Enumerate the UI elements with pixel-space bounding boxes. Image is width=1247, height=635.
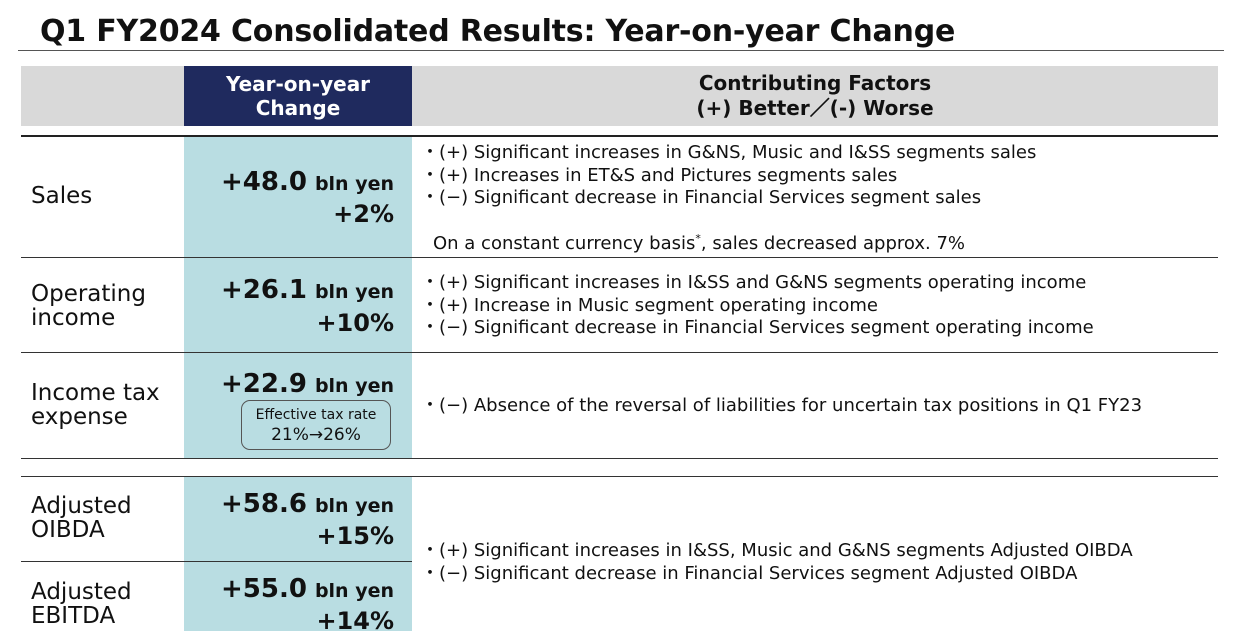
sales-factors: ・(+) Significant increases in G&NS, Musi… bbox=[421, 142, 1036, 210]
effective-tax-rate-label: Effective tax rate bbox=[255, 407, 377, 423]
income-tax-value: +22.9 bln yen bbox=[221, 369, 394, 399]
operating-income-percent: +10% bbox=[316, 309, 394, 337]
adjusted-factors: ・(+) Significant increases in I&SS, Musi… bbox=[421, 540, 1133, 585]
adjusted-ebitda-unit: bln yen bbox=[314, 580, 394, 602]
sales-unit: bln yen bbox=[314, 173, 394, 195]
factor-item: ・(+) Significant increases in I&SS, Musi… bbox=[421, 540, 1133, 561]
factor-item: ・(+) Increases in ET&S and Pictures segm… bbox=[421, 164, 898, 186]
table-rule bbox=[21, 352, 1218, 353]
adjusted-ebitda-value: +55.0 bln yen bbox=[221, 574, 394, 604]
factor-item: ・(−) Significant decrease in Financial S… bbox=[421, 562, 1078, 584]
factor-item: ・(+) Significant increases in G&NS, Musi… bbox=[421, 142, 1037, 163]
title-divider bbox=[18, 50, 1224, 51]
footnote-mark: * bbox=[695, 232, 701, 245]
adjusted-oibda-amount: +58.6 bbox=[221, 489, 307, 519]
adjusted-ebitda-percent: +14% bbox=[316, 607, 394, 635]
row-label-operating-income: Operating income bbox=[31, 281, 146, 331]
income-tax-amount: +22.9 bbox=[221, 369, 307, 399]
table-rule bbox=[21, 135, 1218, 137]
table-rule bbox=[21, 476, 1218, 477]
effective-tax-rate-box: Effective tax rate 21%→26% bbox=[241, 400, 391, 450]
operating-income-value: +26.1 bln yen bbox=[221, 275, 394, 305]
header-factors-title: Contributing Factors bbox=[698, 71, 932, 95]
row-label-income-tax-expense: Income tax expense bbox=[31, 380, 160, 430]
factor-item: ・(−) Significant decrease in Financial S… bbox=[421, 317, 1094, 338]
constant-currency-note: On a constant currency basis*, sales dec… bbox=[433, 232, 966, 254]
sales-amount: +48.0 bbox=[221, 167, 307, 197]
factor-item: ・(+) Significant increases in I&SS and G… bbox=[421, 272, 1087, 293]
table-rule bbox=[21, 257, 1218, 258]
header-contributing-factors: Contributing Factors (+) Better／(-) Wors… bbox=[412, 66, 1218, 126]
operating-income-amount: +26.1 bbox=[221, 275, 307, 305]
operating-income-factors: ・(+) Significant increases in I&SS and G… bbox=[421, 272, 1094, 340]
adjusted-oibda-unit: bln yen bbox=[314, 495, 394, 517]
header-factors-legend: (+) Better／(-) Worse bbox=[696, 96, 934, 120]
adjusted-ebitda-amount: +55.0 bbox=[221, 574, 307, 604]
value-column-bottom bbox=[184, 477, 412, 631]
row-label-sales: Sales bbox=[31, 183, 93, 209]
operating-income-unit: bln yen bbox=[314, 281, 394, 303]
page-title: Q1 FY2024 Consolidated Results: Year-on-… bbox=[40, 14, 956, 49]
value-column-top bbox=[184, 137, 412, 458]
table-rule bbox=[21, 458, 1218, 459]
factor-item: ・(−) Significant decrease in Financial S… bbox=[421, 187, 982, 208]
income-tax-factors: ・(−) Absence of the reversal of liabilit… bbox=[421, 395, 1142, 418]
factor-item: ・(−) Absence of the reversal of liabilit… bbox=[421, 395, 1143, 416]
row-label-adjusted-oibda: Adjusted OIBDA bbox=[31, 493, 132, 543]
table-rule bbox=[21, 561, 412, 562]
header-yoy-change: Year-on-year Change bbox=[184, 66, 412, 126]
adjusted-oibda-percent: +15% bbox=[316, 522, 394, 550]
income-tax-unit: bln yen bbox=[314, 375, 394, 397]
sales-value: +48.0 bln yen bbox=[221, 167, 394, 197]
row-label-adjusted-ebitda: Adjusted EBITDA bbox=[31, 579, 132, 629]
adjusted-oibda-value: +58.6 bln yen bbox=[221, 489, 394, 519]
factor-item: ・(+) Increase in Music segment operating… bbox=[421, 294, 878, 316]
header-yoy-label: Year-on-year Change bbox=[225, 72, 371, 120]
sales-percent: +2% bbox=[333, 200, 394, 228]
effective-tax-rate-value: 21%→26% bbox=[271, 425, 361, 445]
